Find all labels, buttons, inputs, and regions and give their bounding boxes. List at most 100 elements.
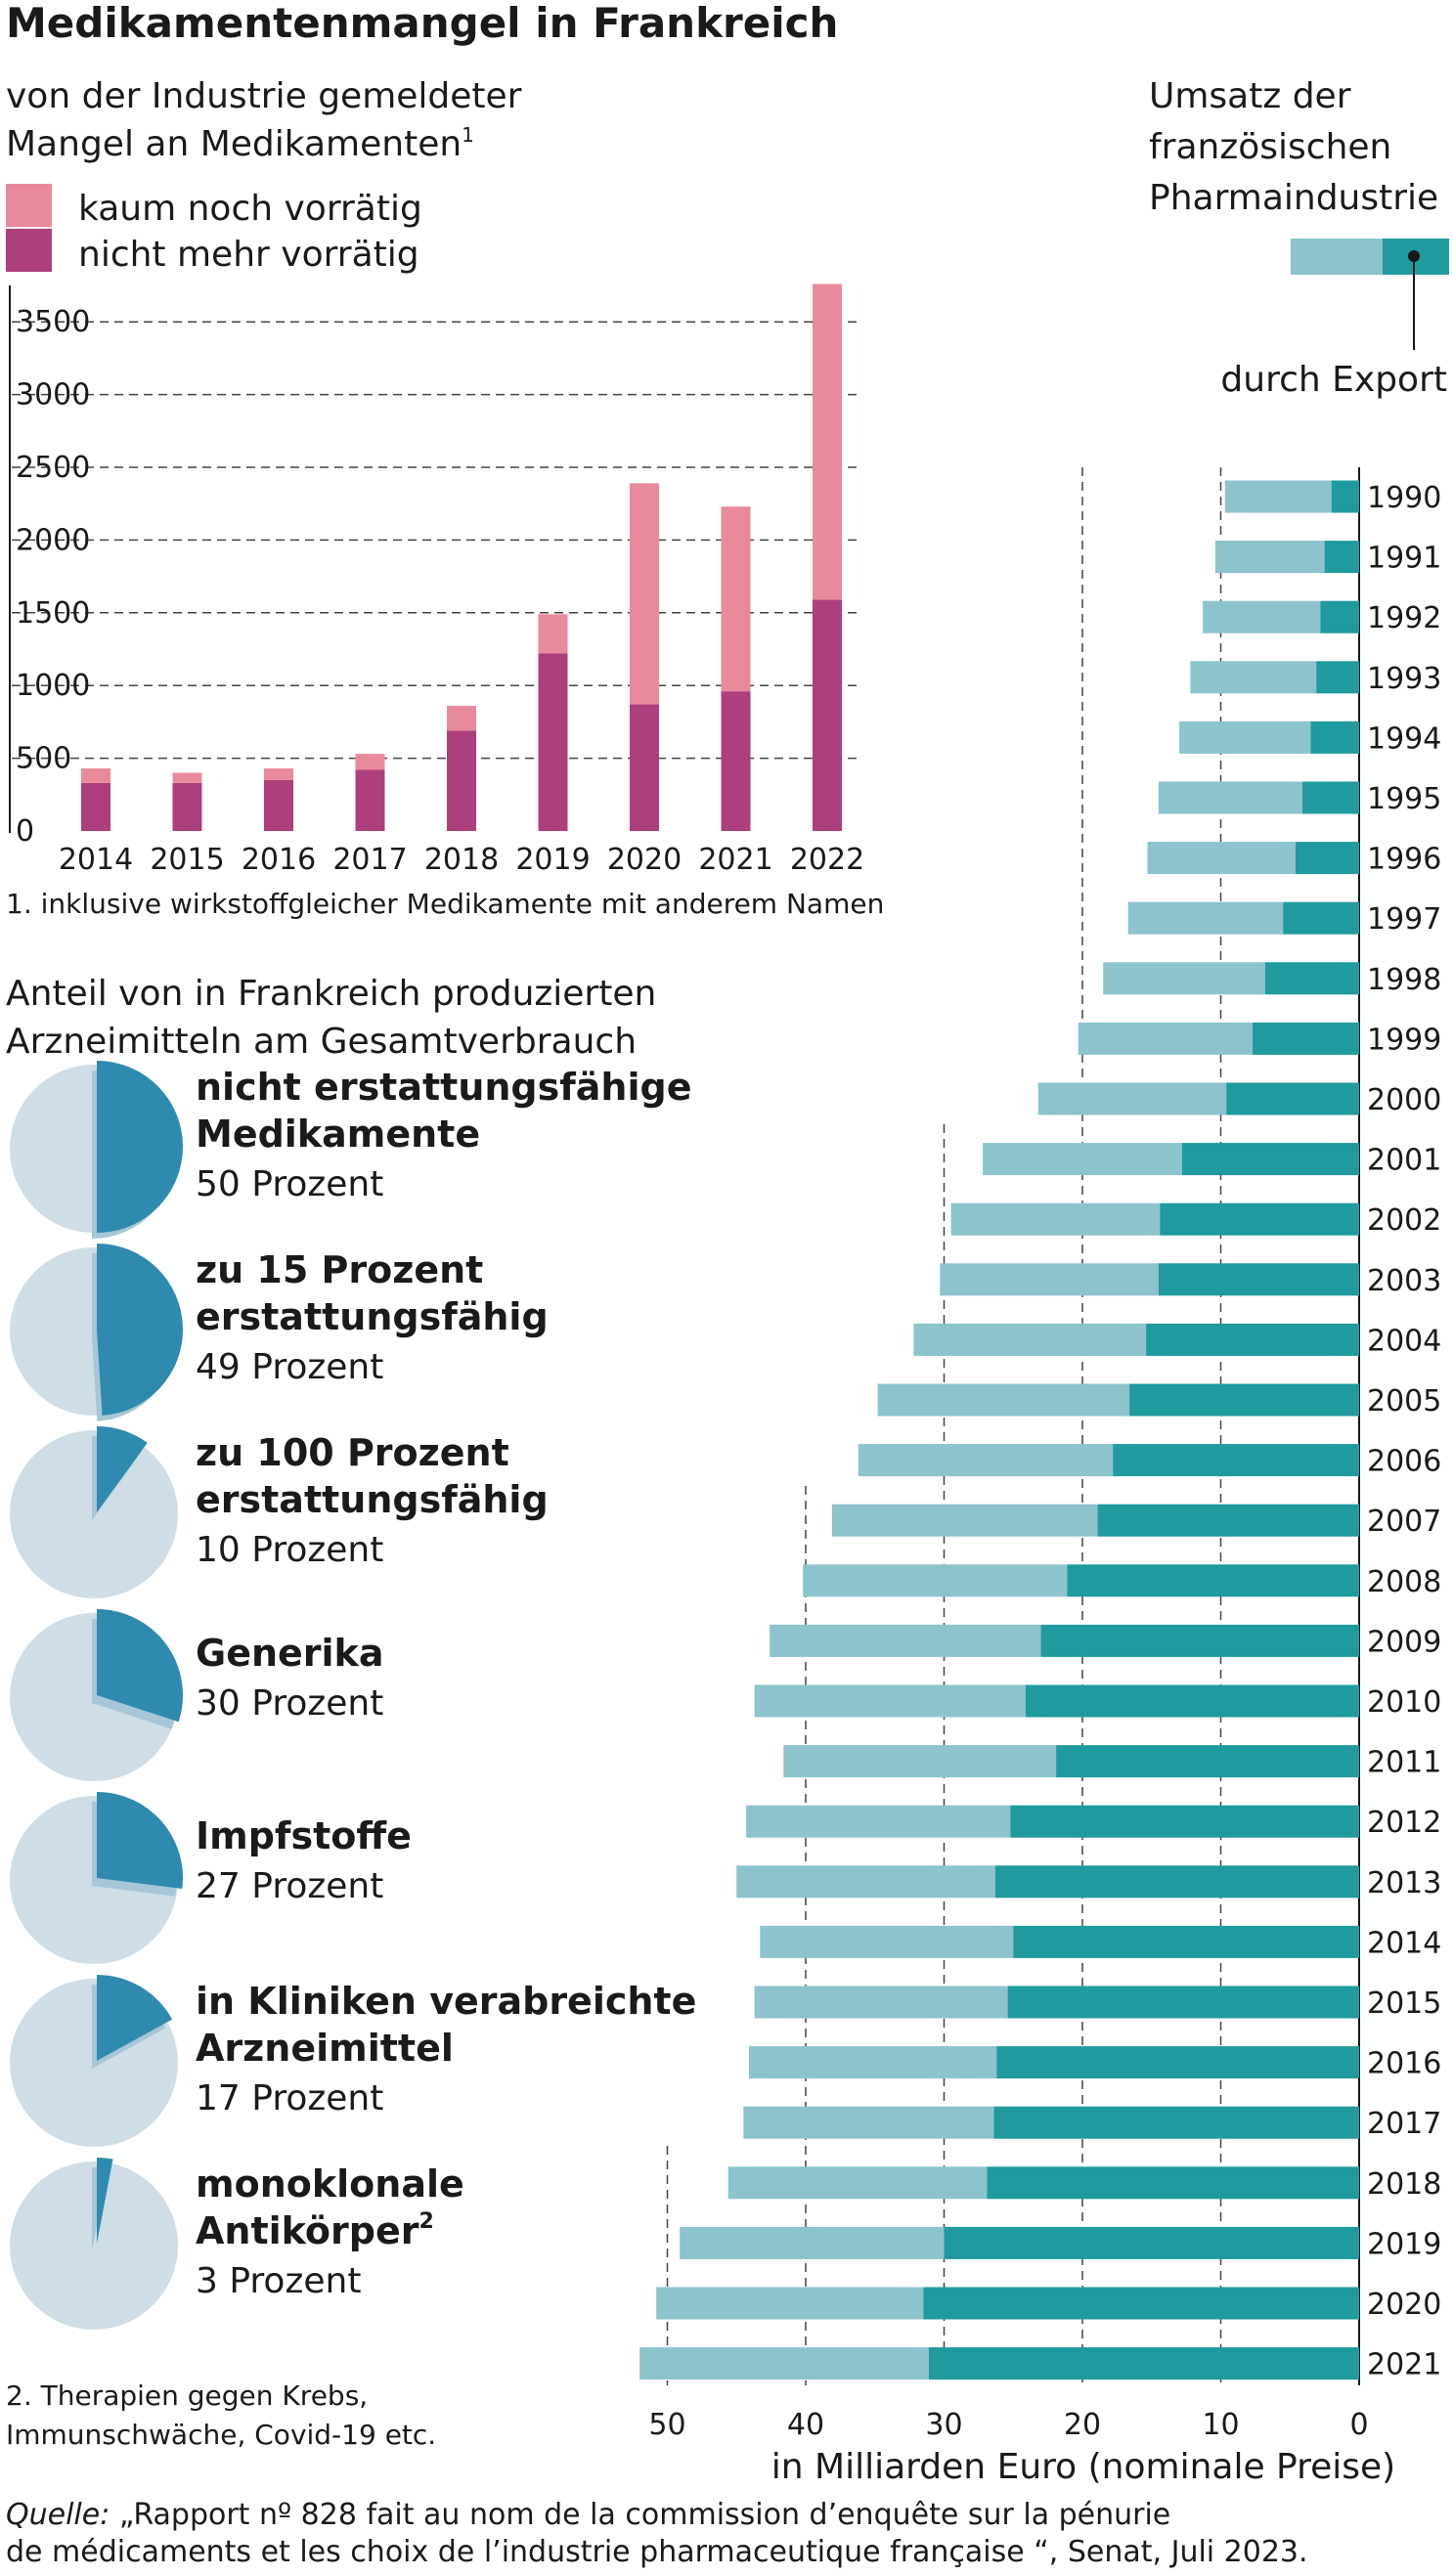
legend-label-kaum: kaum noch vorrätig	[78, 189, 422, 229]
year-label: 2005	[1367, 1384, 1441, 1419]
pie-label-text: Generika	[196, 1632, 383, 1675]
bar-umsatz	[803, 1564, 1068, 1597]
year-label: 1994	[1367, 721, 1441, 756]
bar-kaum-noch-vorraetig	[81, 768, 110, 783]
pie-label-text: erstattungsfähig	[196, 1295, 549, 1338]
bar-umsatz	[746, 1805, 1011, 1838]
bar-export	[994, 1865, 1359, 1899]
year-label: 1996	[1367, 843, 1441, 877]
bar-export	[1310, 720, 1359, 754]
bar-umsatz	[1203, 600, 1321, 633]
bar-kaum-noch-vorraetig	[447, 706, 476, 731]
bar-nicht-mehr-vorraetig	[721, 691, 751, 831]
bar-export	[1264, 962, 1359, 995]
y-tick-label: 1000	[16, 669, 90, 703]
sales-title-line2: französischen	[1149, 127, 1391, 167]
bar-nicht-mehr-vorraetig	[81, 782, 110, 831]
bar-export	[1040, 1624, 1359, 1657]
bar-export	[1113, 1444, 1359, 1477]
bar-umsatz	[1147, 842, 1296, 875]
bar-nicht-mehr-vorraetig	[813, 599, 842, 831]
pie-label-text: Antikörper	[196, 2209, 419, 2252]
year-label: 1990	[1367, 481, 1441, 515]
pie-label-text: Medikamente	[196, 1113, 480, 1156]
y-tick-label: 2000	[16, 523, 90, 557]
bar-umsatz	[639, 2347, 929, 2380]
bar-umsatz	[748, 2046, 997, 2079]
x-tick-label: 50	[648, 2408, 685, 2442]
y-tick-label: 1500	[16, 596, 90, 631]
bar-nicht-mehr-vorraetig	[447, 730, 476, 831]
x-tick-label: 2019	[515, 843, 590, 877]
shortage-subtitle-line1: von der Industrie gemeldeter	[6, 76, 522, 116]
bar-export	[1010, 1805, 1359, 1838]
pie-label-text: nicht erstattungsfähige	[196, 1066, 691, 1109]
pie-value: 10 Prozent	[196, 1530, 383, 1570]
pie-footnote-line1: 2. Therapien gegen Krebs,	[6, 2380, 368, 2412]
y-tick-label: 3500	[16, 305, 90, 339]
year-label: 1992	[1367, 601, 1441, 635]
main-title: Medikamentenmangel in Frankreich	[6, 0, 838, 47]
sales-legend-total	[1291, 239, 1383, 275]
shortage-chart: 0 500 1000 1500 2000 2500 3000 3500 2014 2015 2016…	[9, 284, 864, 877]
pie-value: 50 Prozent	[196, 1164, 383, 1204]
bar-umsatz	[1037, 1082, 1227, 1115]
bar-export	[1295, 842, 1359, 875]
x-tick-label: 2015	[150, 843, 224, 877]
x-tick-label: 40	[787, 2408, 824, 2442]
bar-nicht-mehr-vorraetig	[538, 653, 568, 831]
bar-export	[1331, 480, 1359, 513]
pie-label: Impfstoffe	[196, 1814, 412, 1857]
bar-export	[1301, 781, 1359, 814]
bar-umsatz	[950, 1202, 1161, 1236]
pie-value: 17 Prozent	[196, 2078, 383, 2118]
pie-wedge	[97, 1609, 184, 1723]
bar-umsatz	[1127, 901, 1284, 935]
y-tick-label: 0	[16, 814, 34, 849]
x-tick-label: 2021	[698, 843, 772, 877]
legend-swatch-kaum	[6, 184, 52, 227]
bar-nicht-mehr-vorraetig	[630, 704, 659, 831]
bar-export	[1013, 1925, 1359, 1958]
year-label: 2001	[1367, 1144, 1441, 1178]
bar-nicht-mehr-vorraetig	[355, 769, 385, 831]
year-label: 1999	[1367, 1023, 1441, 1057]
year-label: 2009	[1367, 1625, 1441, 1659]
year-label: 2019	[1367, 2227, 1441, 2261]
bar-kaum-noch-vorraetig	[630, 483, 659, 705]
bar-umsatz	[743, 2106, 994, 2139]
year-label: 1998	[1367, 963, 1441, 997]
year-label: 2002	[1367, 1203, 1441, 1238]
bar-export	[987, 2166, 1359, 2200]
bar-kaum-noch-vorraetig	[538, 614, 568, 654]
year-label: 2021	[1367, 2348, 1441, 2382]
bar-export	[1283, 901, 1359, 935]
pie-label: erstattungsfähig	[196, 1478, 549, 1521]
year-label: 2014	[1367, 1926, 1441, 1960]
x-tick-label: 20	[1064, 2408, 1101, 2442]
bar-export	[928, 2347, 1359, 2380]
bar-export	[1067, 1564, 1359, 1597]
year-label: 2008	[1367, 1565, 1441, 1599]
sales-legend-export-label: durch Export	[1220, 360, 1447, 400]
bar-umsatz	[831, 1504, 1098, 1537]
legend-swatch-nicht-mehr	[6, 229, 52, 272]
legend-label-nicht-mehr: nicht mehr vorrätig	[78, 235, 419, 275]
source-line2: de médicaments et les choix de l’industr…	[6, 2535, 1308, 2569]
year-label: 2000	[1367, 1083, 1441, 1117]
pie-label-text: Impfstoffe	[196, 1814, 412, 1857]
pie-label: Medikamente	[196, 1113, 480, 1156]
bar-umsatz	[983, 1143, 1182, 1176]
bar-export	[1181, 1143, 1359, 1176]
x-tick-label: 2016	[242, 843, 316, 877]
bar-umsatz	[877, 1383, 1130, 1417]
bar-nicht-mehr-vorraetig	[264, 779, 293, 831]
x-tick-label: 2014	[59, 843, 133, 877]
x-tick-label: 2018	[424, 843, 499, 877]
pie-label-text: Arzneimittel	[196, 2027, 454, 2070]
bar-umsatz	[1224, 480, 1332, 513]
bar-export	[1025, 1684, 1359, 1718]
pie-label: Antikörper2	[196, 2209, 434, 2252]
bar-export	[1158, 1263, 1359, 1296]
